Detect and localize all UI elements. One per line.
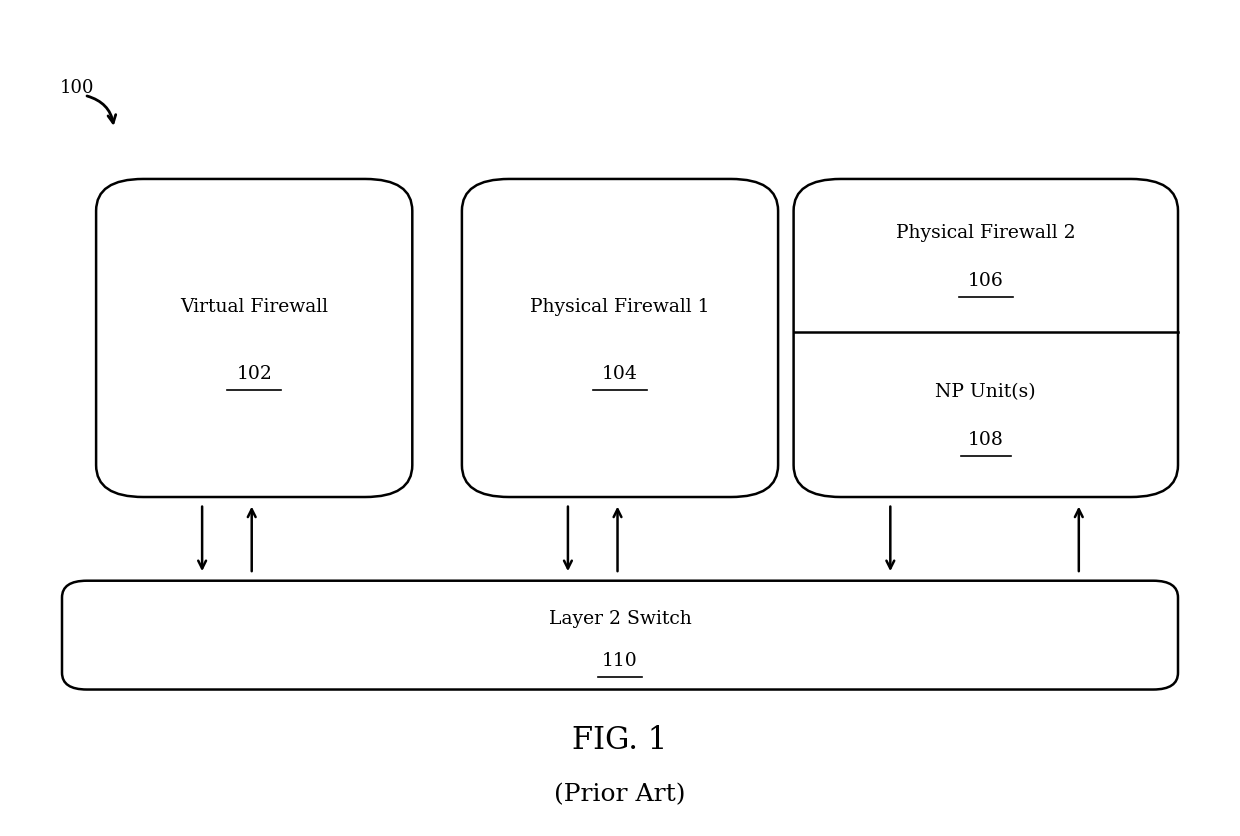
Text: Layer 2 Switch: Layer 2 Switch (548, 609, 692, 628)
Text: 102: 102 (237, 364, 272, 383)
FancyBboxPatch shape (62, 581, 1178, 690)
Text: Physical Firewall 2: Physical Firewall 2 (897, 223, 1075, 242)
Text: 104: 104 (603, 364, 637, 383)
Text: Physical Firewall 1: Physical Firewall 1 (531, 298, 709, 316)
Text: Virtual Firewall: Virtual Firewall (180, 298, 329, 316)
Text: (Prior Art): (Prior Art) (554, 782, 686, 806)
FancyBboxPatch shape (95, 180, 412, 497)
FancyBboxPatch shape (794, 180, 1178, 497)
FancyBboxPatch shape (461, 180, 779, 497)
Text: NP Unit(s): NP Unit(s) (935, 382, 1037, 400)
Text: FIG. 1: FIG. 1 (573, 724, 667, 756)
Text: 110: 110 (603, 651, 637, 670)
Text: 106: 106 (968, 272, 1003, 290)
Text: 100: 100 (60, 79, 94, 97)
Text: 108: 108 (968, 431, 1003, 449)
